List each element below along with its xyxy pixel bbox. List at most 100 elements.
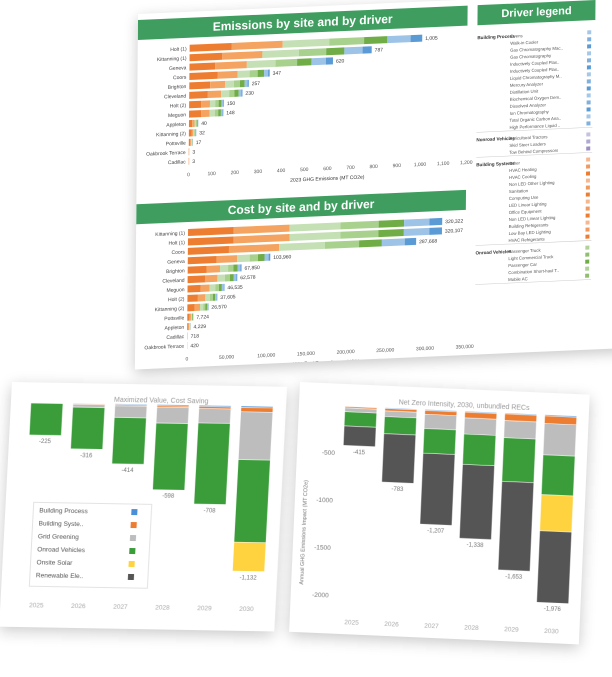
bar-segment (191, 313, 193, 321)
bar-segment (187, 255, 217, 265)
tick-label: 100 (207, 171, 216, 177)
data-label: 67,850 (244, 265, 260, 272)
category-label: Meguon (166, 287, 184, 294)
legend-swatch (585, 178, 590, 183)
bar-segment (188, 138, 191, 146)
bar-segment (203, 303, 206, 311)
bar-segment (217, 70, 238, 79)
bar-segment (188, 119, 193, 128)
legend-swatch (585, 192, 590, 197)
category-label: Oakbrook Terrace (144, 344, 184, 352)
bar-segment (233, 264, 238, 272)
bar-segment (311, 57, 326, 66)
year-label: 2030 (544, 628, 559, 636)
bar-segment (289, 231, 341, 242)
bar-segment (222, 51, 263, 60)
bar-segment (249, 254, 258, 262)
bar-segment (189, 52, 223, 62)
legend-item-label: Ion Chromatography (510, 109, 550, 116)
category-label: Oakbrook Terrace (146, 150, 186, 158)
bar-segment (233, 233, 290, 244)
bar-segment (205, 293, 210, 302)
year-label: 2028 (155, 604, 170, 611)
bar-segment (429, 227, 442, 235)
legend-item-label: HVAC Refrigerants (509, 236, 545, 243)
tick-label: 1,200 (460, 160, 473, 167)
data-label: 257 (252, 81, 261, 87)
chart-title: Net Zero Intensity, 2030, unbundled RECs (399, 399, 531, 412)
legend-swatch (585, 199, 590, 204)
stack-segment (70, 406, 106, 450)
bar-segment (240, 264, 242, 272)
bar-segment (237, 264, 241, 272)
bar-segment (223, 283, 225, 291)
bar-segment (187, 265, 207, 274)
legend-label: Building Process (39, 507, 89, 515)
stack-segment (536, 530, 572, 604)
cost-chart: Kittanning (1) 320,322 Holt (1) 320,107 Coor… (144, 217, 474, 368)
stack-segment (422, 428, 457, 455)
bar-segment (215, 99, 219, 108)
data-label: 150 (227, 101, 236, 107)
bar-segment (187, 275, 206, 284)
bar-segment (257, 253, 265, 262)
category-label: Pottsville (164, 315, 184, 322)
category-label: Cadillac (166, 334, 184, 341)
y-tick-label: -1000 (316, 497, 333, 505)
legend-swatch (129, 547, 136, 555)
tick-label: 1,100 (437, 161, 450, 168)
legend-label: Onroad Vehicles (37, 546, 86, 554)
bar-segment (404, 218, 430, 227)
bar-segment (194, 129, 196, 137)
bar-segment (221, 99, 224, 107)
data-label: 32 (199, 130, 205, 136)
legend-item-label: HVAC Cooling (509, 174, 537, 180)
legend-swatch (586, 121, 591, 126)
stack-segment (28, 402, 64, 436)
bar-segment (194, 303, 201, 312)
category-label: Appleton (164, 325, 184, 332)
data-label: 62,578 (240, 275, 256, 282)
bar-segment (362, 46, 372, 54)
bar-segment (187, 227, 234, 237)
bar-segment (229, 89, 235, 98)
bar-segment (282, 38, 330, 48)
bar-segment (268, 69, 270, 77)
bar-segment (189, 42, 232, 52)
legend-swatch (586, 100, 591, 105)
legend-item-label: Other (509, 160, 520, 165)
bar-segment (209, 284, 216, 292)
stack-segment (152, 422, 189, 491)
category-label: Meguon (168, 112, 186, 119)
bar-segment (241, 89, 243, 97)
total-label: -708 (203, 508, 216, 514)
data-label: 4,229 (194, 324, 207, 331)
bar-segment (219, 264, 229, 273)
stack-segment (111, 417, 147, 465)
cost-saving-panel: Maximized Value, Cost Saving -225 2025 -316… (0, 382, 288, 632)
legend-divider (476, 127, 593, 133)
legend-swatch (586, 107, 591, 112)
bar-segment (218, 283, 222, 292)
legend-swatch (586, 132, 591, 137)
legend-divider (476, 152, 593, 158)
stack-segment (542, 423, 577, 457)
data-label: 787 (375, 47, 384, 53)
y-axis-title: Annual GHG Emissions Impact (MT CO2e) (299, 480, 310, 585)
bar-segment (196, 119, 198, 127)
stack-segment (539, 494, 574, 533)
legend-item-label: Liquid Chromatography M.. (510, 74, 562, 81)
data-label: 320,322 (445, 218, 463, 225)
bar-segment (223, 99, 224, 107)
legend-swatch (585, 234, 590, 239)
legend-swatch (586, 65, 591, 70)
data-label: 7,724 (196, 314, 209, 321)
stack-segment (423, 413, 457, 431)
legend-swatch (587, 37, 592, 42)
data-label: 26,570 (211, 304, 227, 311)
legend-group-label: Onroad Vehicles (475, 249, 511, 256)
legend-item-label: Agricultural Tractors (509, 134, 547, 141)
bar-segment (187, 323, 189, 331)
bar-segment (187, 246, 229, 255)
category-label: Holt (1) (169, 240, 186, 247)
